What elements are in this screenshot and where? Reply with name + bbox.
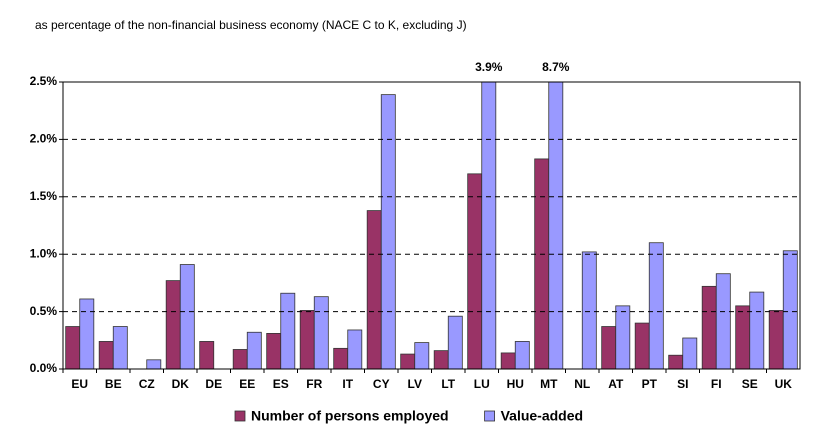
y-tick-label: 2.5% bbox=[30, 74, 58, 88]
bar bbox=[333, 347, 349, 369]
bar bbox=[98, 341, 114, 369]
bar bbox=[313, 296, 329, 369]
data-label: 8.7% bbox=[542, 60, 570, 74]
x-tick-label: LU bbox=[474, 377, 490, 391]
y-tick-label: 1.5% bbox=[30, 189, 58, 203]
bar bbox=[433, 350, 449, 369]
bar bbox=[380, 94, 396, 369]
bar bbox=[481, 82, 497, 369]
x-tick-label: BE bbox=[105, 377, 122, 391]
bar bbox=[768, 310, 784, 369]
y-tick-label: 1.0% bbox=[30, 246, 58, 260]
x-tick-label: MT bbox=[540, 377, 558, 391]
x-tick-label: HU bbox=[507, 377, 524, 391]
x-tick-label: NL bbox=[574, 377, 590, 391]
bar bbox=[601, 326, 617, 369]
x-tick-label: UK bbox=[775, 377, 793, 391]
bar bbox=[79, 298, 95, 369]
x-tick-label: DE bbox=[205, 377, 222, 391]
x-tick-label: EE bbox=[239, 377, 255, 391]
bar bbox=[749, 291, 765, 369]
x-tick-label: LV bbox=[408, 377, 422, 391]
bar bbox=[782, 250, 798, 369]
bar bbox=[246, 331, 262, 369]
bar bbox=[232, 349, 248, 369]
bar bbox=[65, 326, 81, 369]
bar bbox=[400, 353, 416, 369]
bar bbox=[648, 242, 664, 369]
bar bbox=[634, 322, 650, 369]
bar bbox=[668, 354, 684, 369]
bar bbox=[548, 82, 564, 369]
bar bbox=[581, 251, 597, 369]
bar bbox=[701, 285, 717, 369]
x-tick-label: EU bbox=[71, 377, 88, 391]
bar bbox=[715, 273, 731, 369]
y-tick-label: 2.0% bbox=[30, 132, 58, 146]
bar bbox=[514, 341, 530, 369]
bar bbox=[146, 359, 162, 369]
legend-swatch bbox=[234, 410, 246, 422]
y-tick-label: 0.5% bbox=[30, 304, 58, 318]
bar bbox=[165, 280, 181, 369]
bar bbox=[266, 333, 282, 369]
bar bbox=[299, 310, 315, 369]
x-tick-label: PT bbox=[642, 377, 658, 391]
bar bbox=[112, 326, 128, 369]
bar bbox=[280, 292, 296, 369]
x-tick-label: SE bbox=[742, 377, 758, 391]
bar bbox=[199, 341, 215, 369]
x-tick-label: FR bbox=[306, 377, 322, 391]
bar bbox=[179, 264, 195, 369]
bar bbox=[447, 315, 463, 369]
y-tick-label: 0.0% bbox=[30, 361, 58, 375]
bar bbox=[615, 305, 631, 369]
x-tick-label: CY bbox=[373, 377, 390, 391]
x-tick-label: DK bbox=[172, 377, 190, 391]
legend-label: Number of persons employed bbox=[251, 408, 449, 424]
x-tick-label: FI bbox=[711, 377, 722, 391]
x-tick-label: ES bbox=[273, 377, 289, 391]
plot-area bbox=[65, 82, 798, 369]
bar bbox=[500, 352, 516, 369]
chart-subtitle: as percentage of the non-financial busin… bbox=[35, 18, 467, 32]
x-tick-label: IT bbox=[342, 377, 353, 391]
x-tick-label: CZ bbox=[139, 377, 155, 391]
legend-swatch bbox=[484, 410, 495, 422]
legend-label: Value-added bbox=[501, 408, 583, 424]
bar bbox=[347, 329, 363, 369]
x-tick-label: AT bbox=[608, 377, 624, 391]
bar bbox=[735, 305, 751, 369]
x-tick-label: LT bbox=[441, 377, 455, 391]
bar bbox=[534, 158, 550, 369]
bar bbox=[414, 342, 430, 369]
bar bbox=[467, 173, 483, 369]
bar bbox=[366, 210, 382, 369]
data-label: 3.9% bbox=[475, 60, 503, 74]
bar bbox=[682, 337, 698, 369]
x-tick-label: SI bbox=[677, 377, 688, 391]
